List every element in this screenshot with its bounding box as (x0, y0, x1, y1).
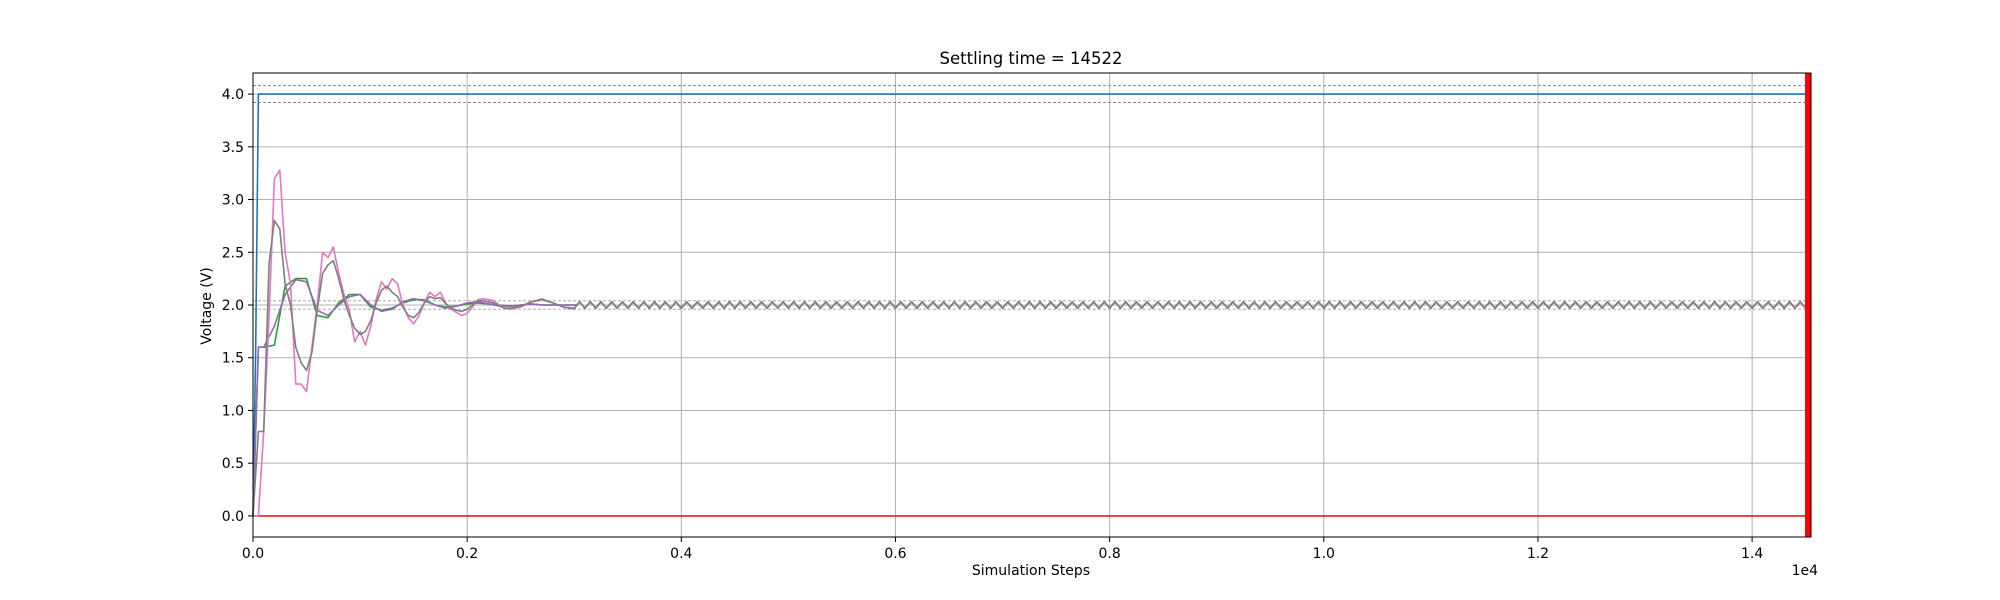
axis-ticks: 0.0 0.2 0.4 0.6 0.8 1.0 1.2 1.4 0.0 0.5 1.0 1.5 2.0 2… (222, 87, 1764, 562)
y-tick-label: 1.0 (222, 403, 244, 419)
x-tick-label: 0.0 (242, 546, 264, 562)
x-tick-label: 1.4 (1741, 546, 1763, 562)
y-tick-label: 2.0 (222, 298, 244, 314)
y-tick-label: 3.0 (222, 193, 244, 209)
y-tick-label: 1.5 (222, 351, 244, 367)
x-tick-label: 0.6 (884, 546, 906, 562)
x-tick-label: 1.2 (1527, 546, 1549, 562)
y-axis-label: Voltage (V) (199, 267, 215, 344)
series-line-1 (252, 93, 1811, 516)
x-tick-label: 0.4 (670, 546, 692, 562)
x-tick-label: 1.0 (1313, 546, 1335, 562)
series-lines (252, 93, 1812, 517)
y-tick-label: 2.5 (222, 245, 244, 261)
x-axis-label: Simulation Steps (972, 563, 1090, 579)
x-axis-offset-text: 1e4 (1792, 563, 1819, 579)
y-tick-label: 4.0 (222, 87, 244, 103)
x-tick-label: 0.8 (1098, 546, 1120, 562)
x-tick-label: 0.2 (456, 546, 478, 562)
chart-title: Settling time = 14522 (940, 49, 1123, 68)
y-tick-label: 3.5 (222, 140, 244, 156)
y-tick-label: 0.5 (222, 456, 244, 472)
series-line-6 (252, 219, 1812, 516)
y-tick-label: 0.0 (222, 509, 244, 525)
